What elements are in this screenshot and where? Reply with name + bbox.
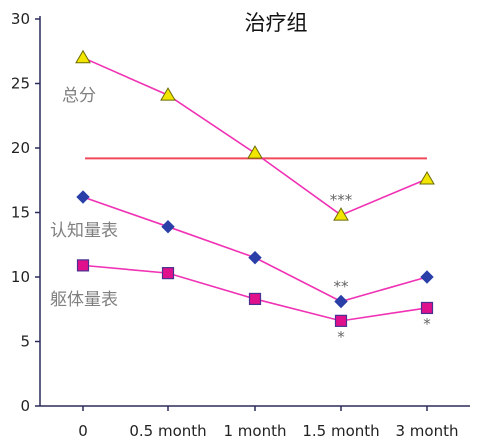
significance-mark: * bbox=[337, 328, 345, 346]
chart-axes: 0 5 10 15 20 25 30 0 0.5 month 1 month 1.5 month 3 … bbox=[11, 10, 470, 440]
significance-mark: * bbox=[423, 315, 431, 333]
y-tick-label: 20 bbox=[11, 139, 30, 157]
significance-mark: *** bbox=[330, 191, 353, 209]
significance-mark: ** bbox=[334, 278, 350, 296]
series-label: 认知量表 bbox=[50, 221, 118, 241]
series-2: ** 认知量表 bbox=[50, 190, 434, 309]
triangle-marker bbox=[75, 49, 91, 64]
y-tick-label: 30 bbox=[11, 10, 30, 28]
series-line bbox=[82, 56, 428, 216]
square-marker bbox=[161, 267, 175, 280]
y-tick-label: 10 bbox=[11, 268, 30, 286]
diamond-marker bbox=[248, 250, 262, 265]
chart-title: 治疗组 bbox=[245, 11, 308, 35]
square-marker bbox=[248, 292, 262, 306]
y-tick-label: 0 bbox=[20, 397, 30, 415]
series-label: 躯体量表 bbox=[50, 290, 118, 310]
series-1: *** 总分 bbox=[62, 49, 435, 221]
diamond-marker bbox=[334, 294, 348, 309]
x-tick-label: 3 month bbox=[396, 422, 459, 440]
series-label: 总分 bbox=[62, 86, 96, 106]
x-tick-label: 0.5 month bbox=[129, 422, 206, 440]
series-layer: ***总分**认知量表**躯体量表 bbox=[50, 49, 435, 346]
x-tick-label: 1 month bbox=[224, 422, 287, 440]
series-line bbox=[82, 196, 428, 303]
x-tick-label: 0 bbox=[78, 422, 88, 440]
diamond-marker bbox=[76, 190, 90, 204]
square-marker bbox=[334, 314, 348, 327]
triangle-marker bbox=[247, 145, 263, 159]
y-tick-label: 15 bbox=[11, 204, 30, 222]
triangle-marker bbox=[419, 170, 435, 185]
y-tick-label: 5 bbox=[20, 333, 30, 351]
triangle-marker bbox=[160, 87, 176, 101]
square-marker bbox=[420, 301, 434, 315]
triangle-marker bbox=[333, 207, 349, 221]
diamond-marker bbox=[420, 270, 434, 284]
series-3: **躯体量表 bbox=[50, 259, 434, 346]
square-marker bbox=[76, 259, 90, 272]
y-tick-label: 25 bbox=[11, 75, 30, 93]
diamond-marker bbox=[161, 219, 175, 234]
x-tick-label: 1.5 month bbox=[302, 422, 379, 440]
